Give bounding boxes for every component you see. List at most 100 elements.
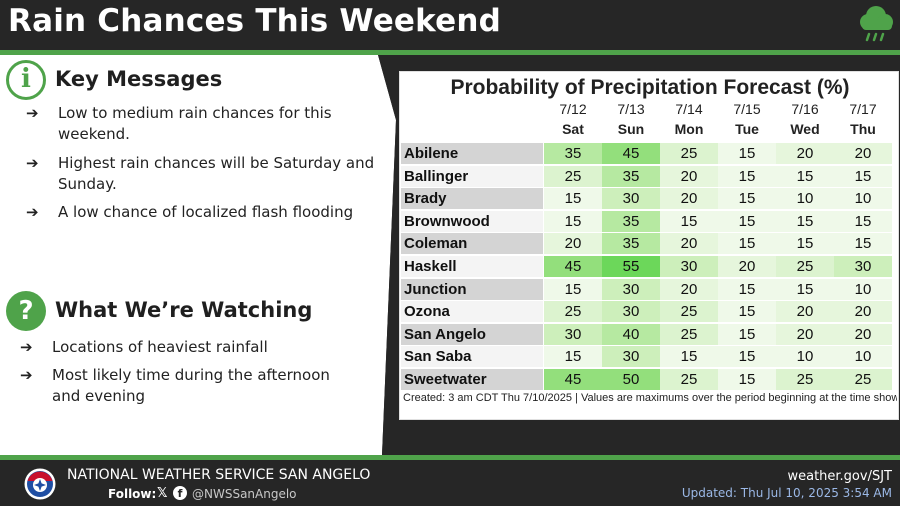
table-cell: 15 xyxy=(718,324,776,345)
table-cell: 45 xyxy=(544,369,602,390)
row-location: Junction xyxy=(401,279,543,300)
column-day: Mon xyxy=(674,121,704,137)
table-cell: 15 xyxy=(544,279,602,300)
column-date: 7/17 xyxy=(849,101,877,117)
column-date: 7/12 xyxy=(559,101,587,117)
table-title: Probability of Precipitation Forecast (%… xyxy=(450,76,850,99)
column-day: Sat xyxy=(562,121,584,137)
table-cell: 35 xyxy=(602,166,660,187)
table-cell: 10 xyxy=(834,279,892,300)
row-location: Haskell xyxy=(401,256,543,277)
column-header: 7/12 Sat xyxy=(544,99,602,141)
table-cell: 30 xyxy=(602,188,660,209)
table-cell: 20 xyxy=(544,233,602,254)
table-cell: 10 xyxy=(776,346,834,367)
row-location: San Angelo xyxy=(401,324,543,345)
arrow-icon: ➔ xyxy=(26,154,39,172)
table-cell: 10 xyxy=(834,346,892,367)
table-cell: 50 xyxy=(602,369,660,390)
column-header: 7/15 Tue xyxy=(718,99,776,141)
row-location: Abilene xyxy=(401,143,543,164)
table-cell: 15 xyxy=(718,211,776,232)
key-messages-title: Key Messages xyxy=(55,67,223,91)
table-cell: 15 xyxy=(776,166,834,187)
table-cell: 25 xyxy=(544,166,602,187)
table-cell: 15 xyxy=(834,211,892,232)
row-location: Ozona xyxy=(401,301,543,322)
column-day: Wed xyxy=(790,121,820,137)
arrow-icon: ➔ xyxy=(26,203,39,221)
column-day: Sun xyxy=(617,121,645,137)
table-cell: 15 xyxy=(718,188,776,209)
table-cell: 35 xyxy=(544,143,602,164)
table-cell: 30 xyxy=(602,301,660,322)
column-header: 7/16 Wed xyxy=(776,99,834,141)
nws-logo-icon xyxy=(24,468,56,500)
table-cell: 20 xyxy=(776,324,834,345)
table-cell: 15 xyxy=(544,346,602,367)
table-cell: 45 xyxy=(602,143,660,164)
row-location: Brady xyxy=(401,188,543,209)
table-cell: 15 xyxy=(834,233,892,254)
column-day: Thu xyxy=(850,121,876,137)
table-footnote: Created: 3 am CDT Thu 7/10/2025 | Values… xyxy=(403,392,897,404)
x-icon[interactable]: 𝕏 xyxy=(157,486,168,501)
column-header: 7/14 Mon xyxy=(660,99,718,141)
table-cell: 35 xyxy=(602,211,660,232)
page-title: Rain Chances This Weekend xyxy=(8,3,502,39)
row-location: Brownwood xyxy=(401,211,543,232)
table-cell: 15 xyxy=(776,233,834,254)
table-cell: 15 xyxy=(776,211,834,232)
table-cell: 15 xyxy=(718,233,776,254)
watching-title: What We’re Watching xyxy=(55,298,313,322)
table-cell: 25 xyxy=(660,369,718,390)
question-icon: ? xyxy=(6,291,46,331)
table-cell: 15 xyxy=(718,143,776,164)
table-cell: 10 xyxy=(834,188,892,209)
header: Rain Chances This Weekend xyxy=(0,0,900,50)
table-cell: 20 xyxy=(776,143,834,164)
table-cell: 20 xyxy=(718,256,776,277)
table-cell: 30 xyxy=(660,256,718,277)
table-cell: 30 xyxy=(834,256,892,277)
messages-panel xyxy=(0,55,396,455)
table-cell: 15 xyxy=(718,301,776,322)
social-handle[interactable]: @NWSSanAngelo xyxy=(192,487,297,501)
row-location: Ballinger xyxy=(401,166,543,187)
table-cell: 20 xyxy=(660,279,718,300)
table-cell: 55 xyxy=(602,256,660,277)
table-cell: 15 xyxy=(718,279,776,300)
table-cell: 25 xyxy=(660,143,718,164)
table-cell: 25 xyxy=(544,301,602,322)
column-date: 7/13 xyxy=(617,101,645,117)
table-cell: 20 xyxy=(834,324,892,345)
table-cell: 10 xyxy=(776,188,834,209)
table-cell: 30 xyxy=(544,324,602,345)
table-cell: 15 xyxy=(544,188,602,209)
table-cell: 15 xyxy=(544,211,602,232)
table-cell: 15 xyxy=(776,279,834,300)
table-cell: 35 xyxy=(602,233,660,254)
facebook-icon[interactable]: f xyxy=(173,486,187,500)
table-cell: 25 xyxy=(834,369,892,390)
row-location: Coleman xyxy=(401,233,543,254)
column-date: 7/16 xyxy=(791,101,819,117)
table-cell: 15 xyxy=(718,346,776,367)
table-cell: 15 xyxy=(718,166,776,187)
table-cell: 15 xyxy=(660,211,718,232)
arrow-icon: ➔ xyxy=(20,338,33,356)
footer: NATIONAL WEATHER SERVICE SAN ANGELO Foll… xyxy=(0,460,900,506)
table-cell: 25 xyxy=(776,256,834,277)
info-icon: i xyxy=(6,60,46,100)
table-cell: 20 xyxy=(834,143,892,164)
follow-label: Follow: xyxy=(108,487,157,501)
column-day: Tue xyxy=(735,121,759,137)
footer-divider xyxy=(0,455,900,460)
table-cell: 20 xyxy=(660,233,718,254)
header-divider xyxy=(0,50,900,55)
updated-timestamp: Updated: Thu Jul 10, 2025 3:54 AM xyxy=(681,486,892,500)
table-cell: 25 xyxy=(776,369,834,390)
row-location: San Saba xyxy=(401,346,543,367)
website-link[interactable]: weather.gov/SJT xyxy=(787,469,892,484)
table-cell: 20 xyxy=(660,166,718,187)
